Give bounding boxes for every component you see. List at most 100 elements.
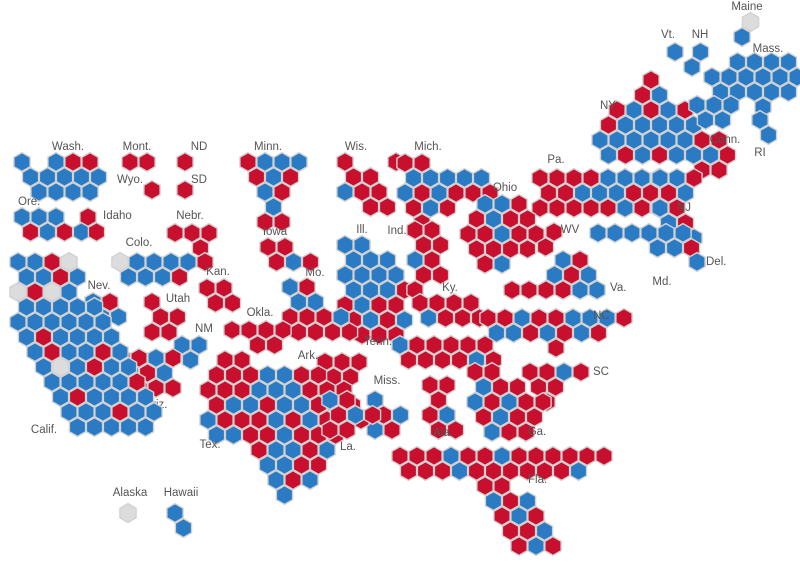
district-hex — [361, 309, 380, 331]
district-hex — [408, 334, 426, 356]
state-label: Ala. — [433, 427, 453, 439]
district-hex — [119, 416, 138, 438]
state-label: Kan. — [206, 266, 230, 278]
district-hex — [55, 221, 74, 243]
district-hex — [762, 81, 781, 103]
district-hex — [500, 391, 518, 413]
district-hex — [301, 469, 319, 491]
district-hex — [87, 221, 106, 243]
district-hex — [363, 404, 382, 426]
district-hex — [276, 236, 294, 258]
district-hex — [561, 445, 579, 467]
district-hex — [60, 281, 78, 303]
district-hex — [754, 66, 772, 88]
district-hex — [250, 409, 268, 431]
district-hex — [520, 279, 538, 301]
district-hex — [572, 322, 591, 344]
district-hex — [625, 99, 643, 121]
district-hex — [173, 334, 191, 356]
district-hex — [657, 222, 675, 244]
district-hex — [667, 114, 686, 136]
district-hex — [64, 151, 82, 173]
district-hex — [274, 319, 292, 341]
district-hex — [81, 181, 99, 203]
district-hex — [599, 114, 618, 136]
district-hex — [346, 404, 365, 426]
district-hex — [275, 424, 294, 446]
district-hex — [94, 341, 112, 363]
state-label: Md. — [652, 276, 671, 288]
district-hex — [438, 404, 456, 426]
district-hex — [589, 222, 607, 244]
district-hex — [496, 307, 514, 329]
district-hex — [503, 279, 521, 301]
district-hex — [650, 144, 669, 166]
district-hex — [446, 419, 465, 441]
district-hex — [588, 279, 606, 301]
district-hex — [166, 502, 184, 524]
district-hex — [552, 460, 571, 482]
district-hex — [298, 276, 316, 298]
district-hex — [530, 307, 548, 329]
district-hex — [676, 182, 695, 204]
district-hex — [160, 321, 178, 343]
district-hex — [136, 416, 155, 438]
district-hex — [275, 364, 294, 386]
state-label: Ohio — [493, 182, 517, 194]
district-hex — [306, 291, 325, 313]
district-hex — [547, 337, 565, 359]
district-hex — [508, 406, 527, 428]
district-hex — [608, 129, 626, 151]
state-label: Mass. — [753, 43, 784, 55]
state-label: Del. — [706, 256, 726, 268]
district-hex — [13, 151, 31, 173]
district-hex — [650, 84, 669, 106]
district-hex — [190, 334, 208, 356]
district-hex — [143, 179, 161, 201]
district-hex — [138, 151, 156, 173]
district-hex — [68, 416, 87, 438]
district-hex — [674, 222, 692, 244]
district-hex — [162, 251, 180, 273]
district-hex — [301, 251, 320, 273]
district-hex — [315, 306, 333, 328]
district-hex — [493, 475, 511, 497]
district-hex — [616, 114, 635, 136]
district-hex — [370, 294, 388, 316]
district-hex — [164, 347, 182, 369]
district-hex — [323, 321, 342, 343]
district-hex — [200, 222, 218, 244]
state-label: Idaho — [103, 210, 132, 222]
district-hex — [111, 341, 129, 363]
district-hex — [556, 182, 575, 204]
district-hex — [590, 182, 609, 204]
district-hex — [578, 445, 596, 467]
state-label: Miss. — [374, 375, 401, 387]
district-hex — [582, 167, 600, 189]
district-hex — [548, 167, 566, 189]
district-hex — [718, 144, 737, 166]
district-hex — [633, 197, 651, 219]
district-hex — [51, 356, 70, 378]
district-hex — [233, 379, 251, 401]
state-label: SC — [593, 366, 609, 378]
district-hex — [179, 251, 197, 273]
district-hex — [650, 114, 669, 136]
district-hex — [651, 197, 669, 219]
district-hex — [525, 406, 544, 428]
district-hex — [128, 251, 146, 273]
district-hex — [521, 322, 540, 344]
district-hex — [713, 109, 732, 131]
district-hex — [493, 505, 511, 527]
district-hex — [168, 306, 187, 328]
district-hex — [43, 371, 61, 393]
district-hex — [128, 401, 146, 423]
district-hex — [240, 319, 258, 341]
district-hex — [223, 319, 241, 341]
state-label: Wyo. — [117, 174, 143, 186]
district-hex — [421, 197, 440, 219]
district-hex — [554, 279, 572, 301]
district-hex — [741, 11, 760, 33]
district-hex — [633, 167, 651, 189]
